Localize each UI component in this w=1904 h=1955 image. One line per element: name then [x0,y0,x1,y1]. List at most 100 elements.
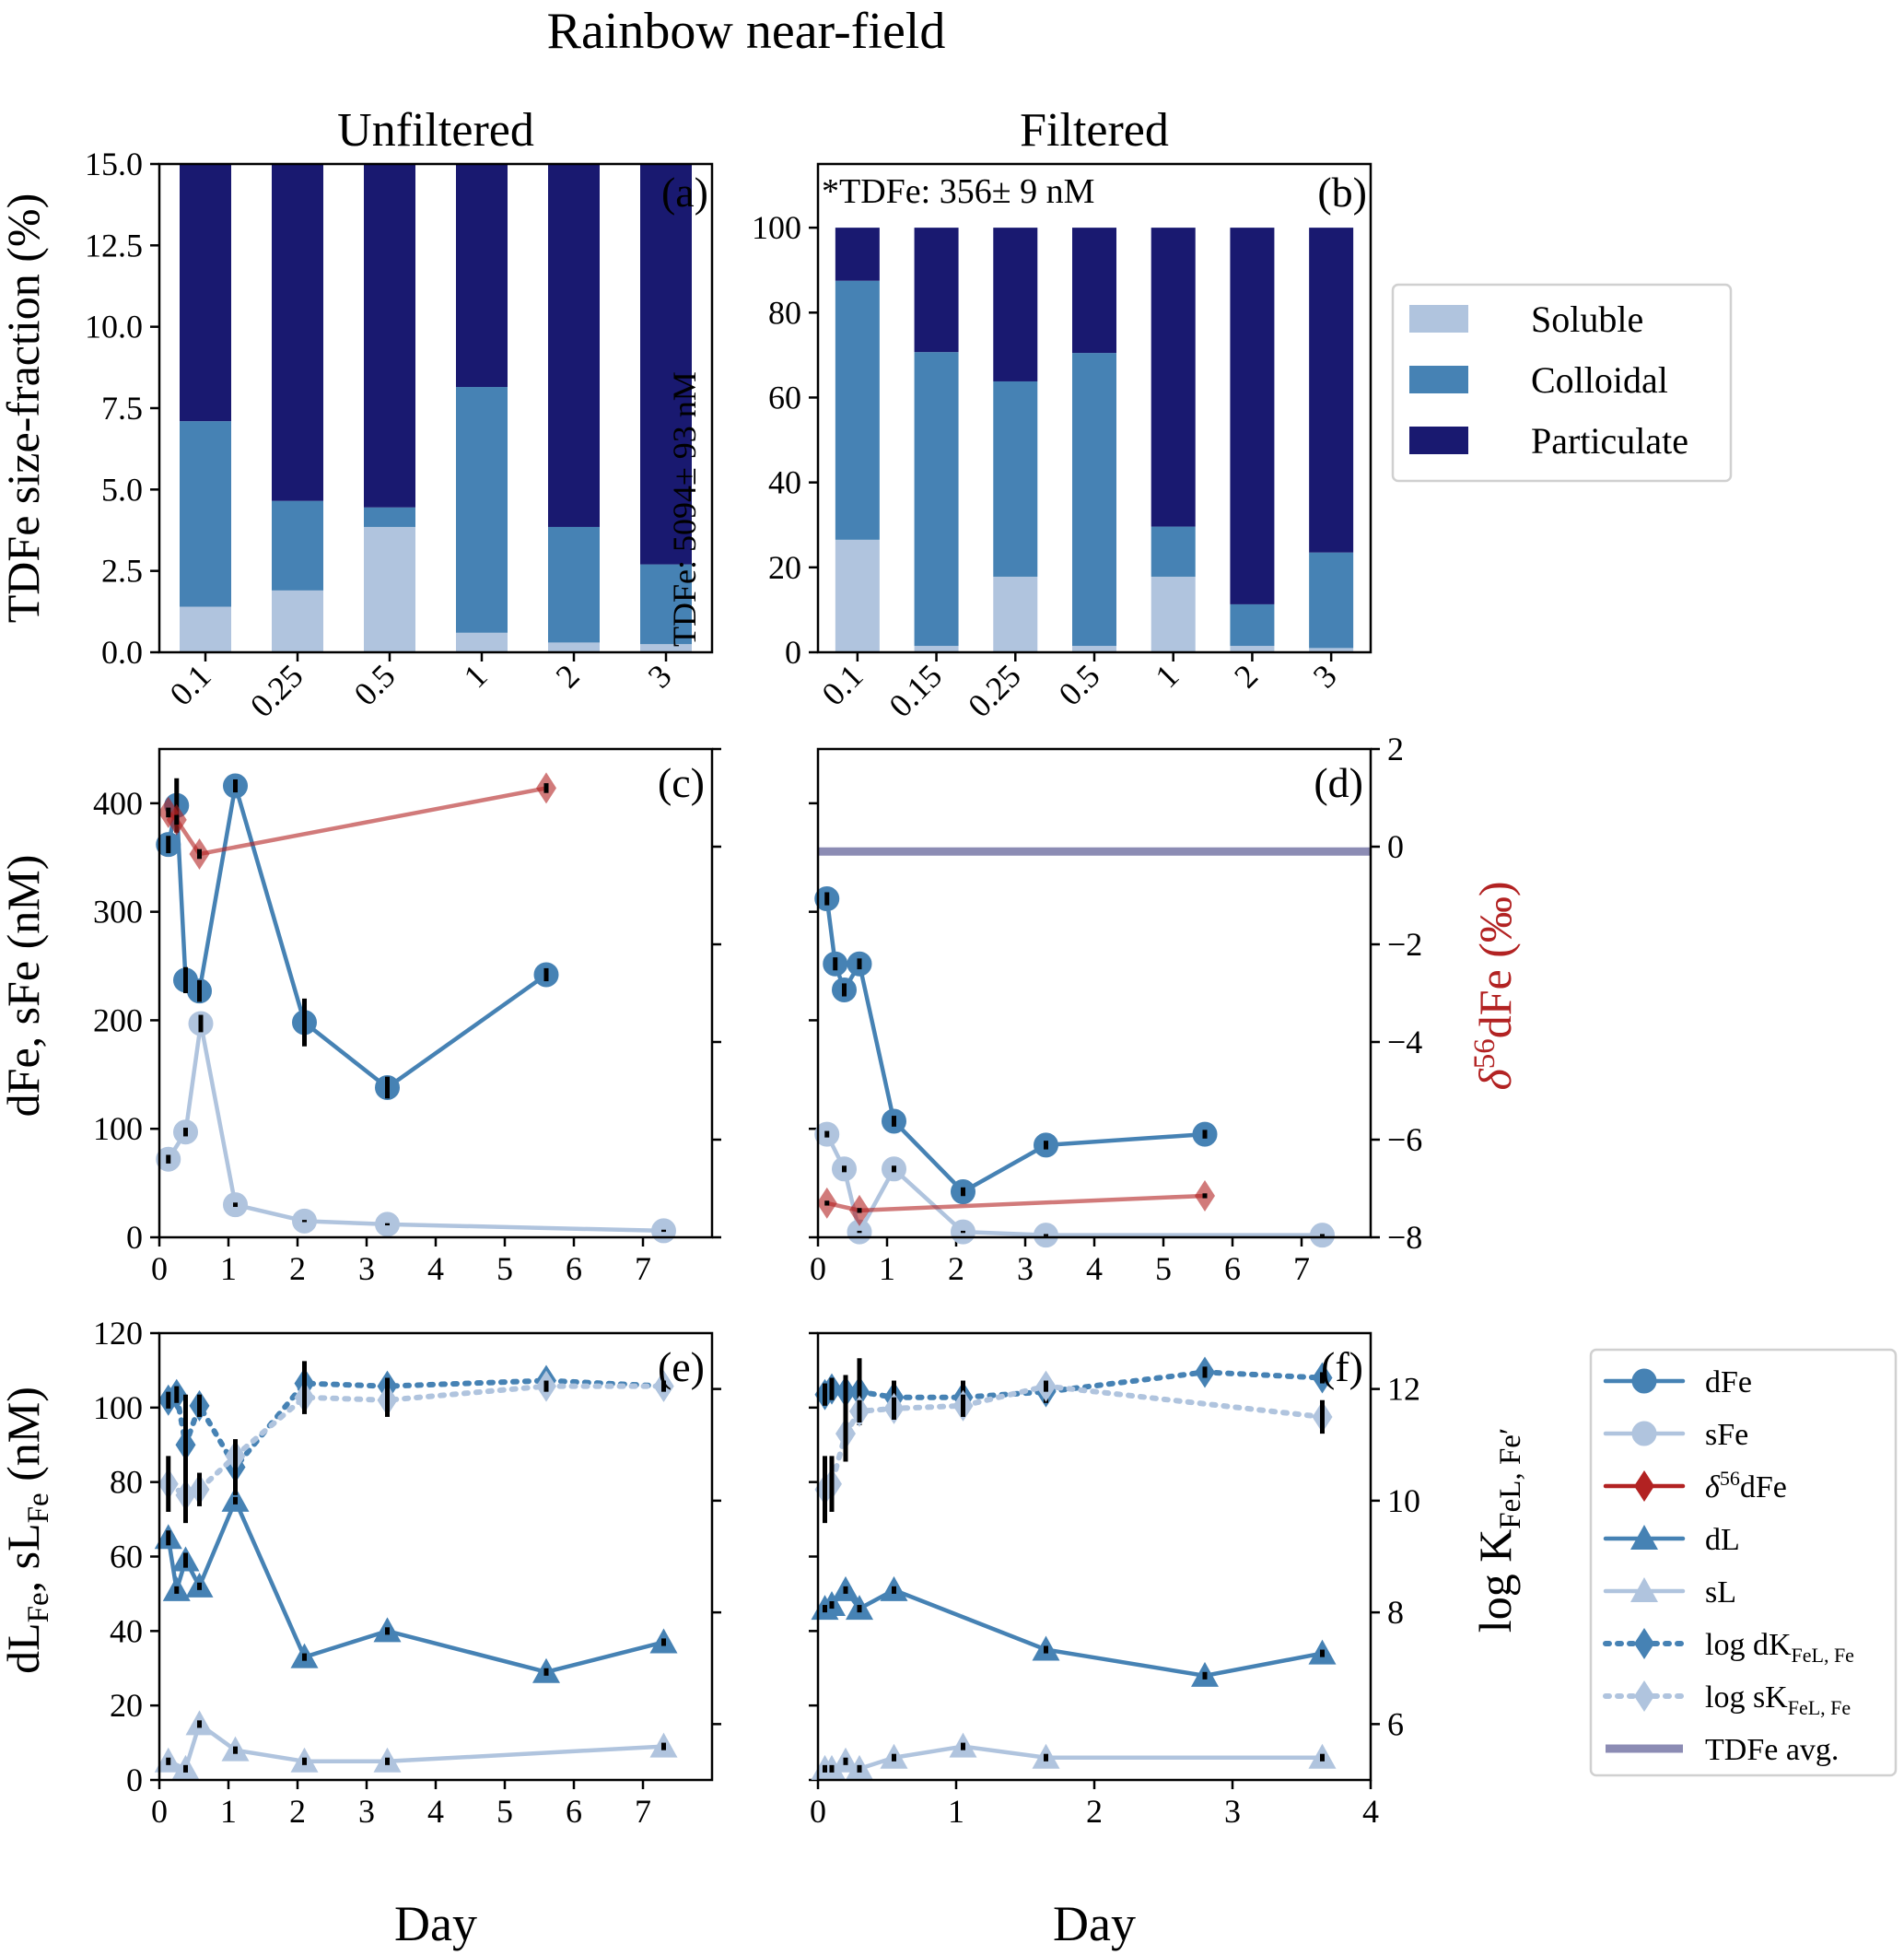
y-tick-label-a-6: 15.0 [85,146,143,182]
corner-label-f: (f) [1321,1343,1363,1390]
x-tick-label-c-6: 6 [566,1250,582,1287]
x-tick-label-c-7: 7 [635,1250,651,1287]
panel-e: 0 1 2 3 4 5 6 7 0 20 40 60 80 100 120 (e) [93,1315,721,1830]
line-legend-frame [1589,1348,1898,1777]
bar-colloidal-b-3 [1072,353,1116,647]
legend-label-logsK: log sKFeL, Fe [1705,1680,1851,1719]
x-tick-label-e-0: 0 [151,1793,168,1830]
panel-c: 0 1 2 3 4 5 6 7 0 100 200 300 400 (c) [93,747,721,1287]
panel-a: 0.1 0.25 0.5 1 2 3 0.0 2.5 5.0 7.5 10.0 12.5 15.0 (a)… [85,146,714,724]
x-tick-label-f-4: 4 [1362,1793,1379,1830]
bar-particulate-b-6 [1309,228,1354,553]
bar-colloidal-b-4 [1151,526,1196,577]
bar-colloidal-a-1 [272,500,323,591]
legend-marker-dFe [1631,1368,1657,1394]
legend-label-sL: sL [1705,1575,1736,1610]
legend-label-tdfe: TDFe avg. [1705,1733,1839,1767]
x-tick-label-e-2: 2 [289,1793,306,1830]
legend-label-dFe: dFe [1705,1365,1752,1399]
bar-soluble-b-2 [993,576,1038,652]
series-line-d56dfe-d [824,1193,1208,1213]
y-tick-label-c-2: 200 [93,1001,143,1038]
series-line-log-sk-e [165,1383,667,1499]
y-tick-label-e-5: 100 [93,1389,143,1426]
y-tick-label-e-4: 80 [110,1464,143,1501]
y-tick-label-c-3: 300 [93,894,143,931]
x-tick-label-d-0: 0 [810,1250,826,1287]
x-tick-label-b-2: 0.25 [961,657,1028,724]
y-tick-label-b-3: 60 [768,379,801,416]
frame-a [158,162,714,654]
y-tick-label-a-3: 7.5 [101,390,143,427]
legend-label-dL: dL [1705,1523,1740,1557]
panel-d: 0 1 2 3 4 5 6 7 −8 −6 −4 −2 0 2 (d) [809,731,1422,1287]
bar-soluble-b-6 [1309,648,1354,652]
y2-tick-label-d-4: 0 [1387,828,1404,865]
legend-marker-d56 [1634,1470,1654,1502]
panel-f-xlabel: Day [1053,1896,1136,1951]
bar-soluble-b-5 [1230,646,1275,652]
y-tick-label-a-5: 12.5 [85,227,143,263]
legend-marker-sL [1630,1577,1658,1602]
frame-e [158,1331,714,1782]
x-tick-label-c-0: 0 [151,1250,168,1287]
y-tick-label-b-0: 0 [785,634,801,671]
x-tick-label-d-7: 7 [1293,1250,1310,1287]
x-tick-label-b-5: 2 [1227,657,1265,695]
frame-c [158,747,714,1239]
legend-label-d56: δ56dFe [1705,1467,1787,1504]
bar-particulate-a-4 [548,164,600,527]
corner-label-c: (c) [658,759,705,806]
x-tick-label-f-2: 2 [1086,1793,1103,1830]
bar-particulate-b-2 [993,228,1038,381]
x-tick-label-a-1: 0.25 [243,657,310,724]
bar-particulate-a-0 [180,164,231,422]
x-tick-label-e-1: 1 [220,1793,237,1830]
bar-colloidal-a-0 [180,421,231,607]
bar-legend-label-soluble: Soluble [1531,299,1643,340]
panel-a-ylabel: TDFe size-fraction (%) [0,193,49,623]
y-tick-label-b-4: 80 [768,294,801,331]
x-tick-label-e-3: 3 [358,1793,375,1830]
bar-colloidal-b-6 [1309,552,1354,649]
x-tick-label-f-1: 1 [948,1793,964,1830]
panel-f-y2label: log KFeL, Fe′ [1469,1428,1527,1633]
x-tick-label-d-2: 2 [948,1250,964,1287]
series-line-dfe-c [166,785,549,1091]
y-tick-label-a-2: 5.0 [101,471,143,508]
x-tick-label-d-6: 6 [1224,1250,1241,1287]
frame-b [816,162,1373,654]
x-tick-label-b-4: 1 [1148,657,1186,695]
y-tick-label-a-0: 0.0 [101,634,143,671]
bar-colloidal-a-3 [456,387,508,633]
y-tick-label-b-1: 20 [768,549,801,586]
bar-particulate-b-3 [1072,228,1116,354]
legend-label-sFe: sFe [1705,1418,1748,1452]
series-line-dl-f [823,1586,1325,1679]
bar-soluble-a-4 [548,642,600,652]
x-tick-label-a-2: 0.5 [347,657,403,712]
bar-soluble-b-4 [1151,576,1196,652]
legend-marker-logsK [1634,1680,1654,1712]
bar-particulate-b-4 [1151,228,1196,527]
x-tick-label-b-0: 0.1 [814,657,870,712]
panel-d-y2label: δ56dFe (‰) [1468,881,1521,1090]
x-tick-label-c-1: 1 [220,1250,237,1287]
y2-tick-label-d-5: 2 [1387,731,1404,767]
x-tick-label-b-3: 0.5 [1052,657,1107,712]
y-tick-label-c-0: 0 [126,1219,143,1256]
x-tick-label-f-3: 3 [1224,1793,1241,1830]
bar-colloidal-b-1 [914,352,959,647]
panel-a-title: Unfiltered [337,104,534,157]
bar-colloidal-b-0 [835,280,880,540]
y-tick-label-e-6: 120 [93,1315,143,1352]
bar-legend: Soluble Colloidal Particulate [1391,283,1733,483]
panel-e-ylabel: dLFe, sLFe (nM) [0,1387,55,1674]
corner-label-a: (a) [661,169,708,216]
x-tick-label-d-4: 4 [1086,1250,1103,1287]
y2-tick-label-d-3: −2 [1387,926,1422,963]
x-tick-label-e-4: 4 [427,1793,444,1830]
x-tick-label-a-3: 1 [457,657,495,695]
series-line-dfe-d [824,896,1208,1195]
line-legend: dFe sFe δ56dFe dL sL log dKFeL, Fe log sKFeL, … [1589,1348,1898,1777]
